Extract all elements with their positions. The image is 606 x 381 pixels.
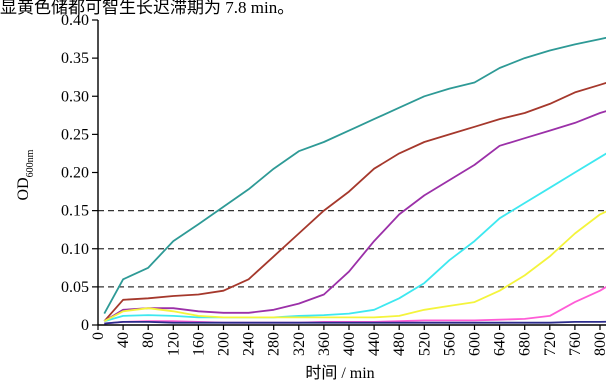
- y-tick-label: 0.25: [61, 126, 89, 143]
- x-tick-label: 720: [542, 332, 559, 356]
- x-tick-label: 240: [241, 332, 258, 356]
- x-tick-label: 760: [567, 332, 584, 356]
- series-line-3: [104, 152, 606, 323]
- x-tick-label: 80: [140, 332, 157, 348]
- x-ticks: 0 40 80 120 160 200 240 280 320 360 400 440 480 520 56…: [90, 325, 606, 356]
- x-tick-label: 600: [467, 332, 484, 356]
- x-tick-label: 400: [341, 332, 358, 356]
- series-line-4: [103, 210, 606, 322]
- reference-lines: [98, 209, 606, 288]
- series-line-0: [103, 36, 606, 315]
- x-tick-label: 640: [492, 332, 509, 356]
- x-tick-label: 320: [291, 332, 308, 356]
- y-tick-label: 0.40: [61, 12, 89, 29]
- x-tick-label: 280: [266, 332, 283, 356]
- y-ticks: 0 0.05 0.10 0.15 0.20 0.25 0.30 0.35 0.40: [61, 12, 98, 334]
- svg-text:OD600nm: OD600nm: [15, 149, 36, 200]
- y-axis-title-sub: 600nm: [25, 149, 36, 177]
- axes: [97, 20, 606, 326]
- y-tick-label: 0: [81, 317, 89, 334]
- y-tick-label: 0.20: [61, 165, 89, 182]
- series-lines: [103, 36, 606, 325]
- series-line-2: [103, 110, 606, 322]
- x-tick-label: 520: [416, 332, 433, 356]
- series-line-6: [104, 320, 606, 325]
- y-tick-label: 0.15: [61, 203, 89, 220]
- x-tick-label: 440: [366, 332, 383, 356]
- caption-fragment: 显黄色储都可智生长迟滞期为 7.8 min。: [0, 0, 294, 17]
- y-tick-label: 0.10: [61, 241, 89, 258]
- x-tick-label: 800: [592, 332, 606, 356]
- series-line-1: [103, 82, 606, 322]
- x-tick-label: 560: [441, 332, 458, 356]
- y-tick-label: 0.05: [61, 279, 89, 296]
- series-line-5: [104, 285, 606, 325]
- x-tick-label: 200: [216, 332, 233, 356]
- x-tick-label: 40: [115, 332, 132, 348]
- x-tick-label: 120: [165, 332, 182, 356]
- x-tick-label: 160: [190, 332, 207, 356]
- x-tick-label: 680: [517, 332, 534, 356]
- y-axis-title: OD600nm: [15, 149, 36, 200]
- x-tick-label: 480: [391, 332, 408, 356]
- y-tick-label: 0.35: [61, 50, 89, 67]
- y-tick-label: 0.30: [61, 88, 89, 105]
- x-tick-label: 360: [316, 332, 333, 356]
- x-axis-title: 时间 / min: [305, 364, 374, 381]
- y-axis-title-main: OD: [15, 177, 32, 200]
- x-tick-label: 0: [90, 332, 107, 340]
